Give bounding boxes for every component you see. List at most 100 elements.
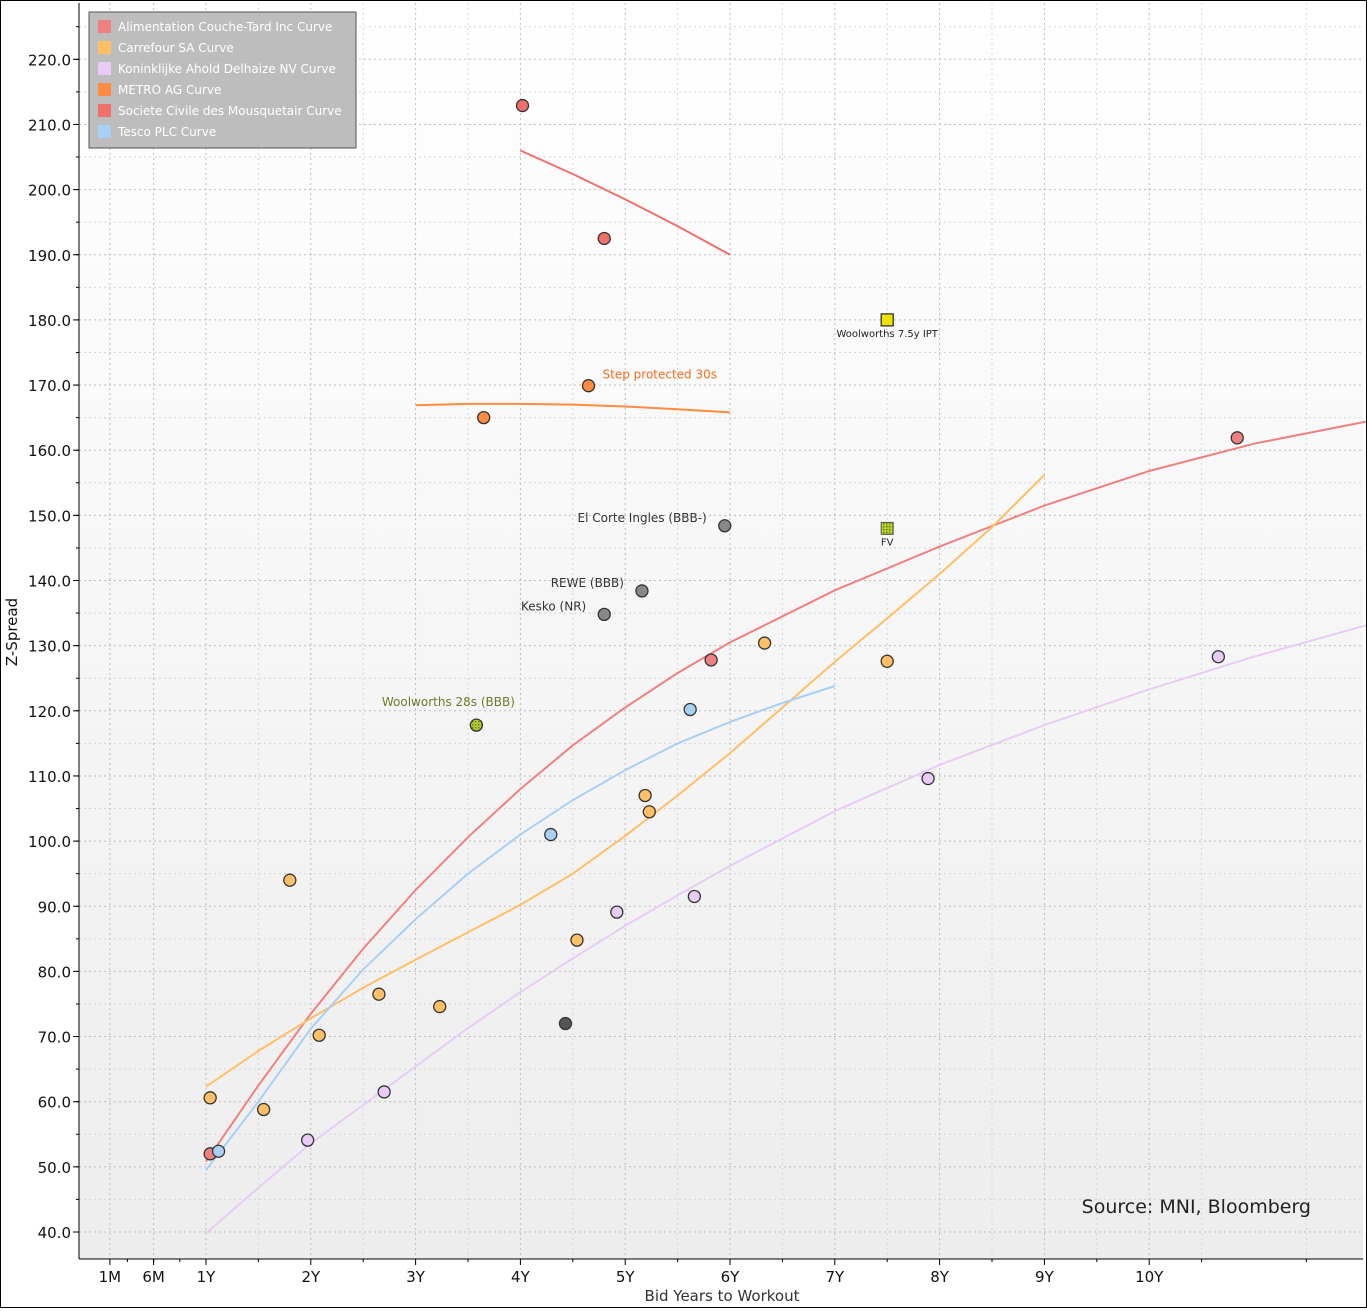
y-tick-label: 160.0 <box>28 442 71 460</box>
curve-series-4 <box>415 402 731 414</box>
label-peer: REWE (BBB) <box>551 576 624 590</box>
point-peer <box>597 607 611 622</box>
x-tick-label: 5Y <box>616 1268 636 1286</box>
legend-swatch <box>98 83 111 96</box>
y-tick-label: 130.0 <box>28 638 71 656</box>
axes: 40.0 50.0 60.0 70.0 80.0 90.0 100.0 110.0 120.0 1… <box>28 3 1363 1286</box>
point-series-3 <box>301 1133 315 1147</box>
y-tick-label: 190.0 <box>28 247 71 265</box>
point-woolworths-28s <box>469 718 484 732</box>
label-fv: FV <box>881 537 894 548</box>
legend-swatch <box>98 20 111 33</box>
x-axis-title: Bid Years to Workout <box>645 1287 800 1305</box>
label-woolworths-ipt: Woolworths 7.5y IPT <box>836 329 938 340</box>
curve-series-6 <box>205 685 836 1171</box>
y-tick-label: 220.0 <box>28 51 71 69</box>
y-tick-label: 50.0 <box>38 1159 71 1177</box>
legend-label: Societe Civile des Mousquetair Curve <box>118 104 342 118</box>
point-series-2 <box>372 987 386 1001</box>
x-tick-label: 1Y <box>197 1268 217 1286</box>
y-tick-label: 90.0 <box>38 898 71 916</box>
y-tick-label: 150.0 <box>28 507 71 525</box>
curve-series-5 <box>519 149 731 256</box>
x-tick-label: 7Y <box>825 1268 845 1286</box>
label-woolworths-28s: Woolworths 28s (BBB) <box>382 695 515 709</box>
point-series-2 <box>312 1028 326 1042</box>
label-peer: El Corte Ingles (BBB-) <box>578 511 707 525</box>
x-tick-label: 4Y <box>511 1268 531 1286</box>
legend-label: Alimentation Couche-Tard Inc Curve <box>118 20 332 34</box>
y-tick-label: 120.0 <box>28 703 71 721</box>
x-tick-label: 2Y <box>301 1268 321 1286</box>
source-note: Source: MNI, Bloomberg <box>1082 1196 1311 1218</box>
legend: Alimentation Couche-Tard Inc Curve Carref… <box>88 11 357 149</box>
point-series-3 <box>610 905 624 919</box>
point-series-6 <box>544 827 558 842</box>
y-tick-label: 100.0 <box>28 833 71 851</box>
point-series-2 <box>283 873 297 887</box>
data-points: Kesko (NR) REWE (BBB) El Corte Ingles (BBB… <box>203 98 1244 1161</box>
x-tick-label: 10Y <box>1135 1268 1164 1286</box>
point-series-2 <box>757 636 772 650</box>
x-tick-label: 8Y <box>930 1268 950 1286</box>
point-series-2 <box>642 805 656 819</box>
legend-swatch <box>98 62 111 75</box>
y-tick-label: 40.0 <box>38 1224 71 1242</box>
y-tick-label: 200.0 <box>28 182 71 200</box>
legend-label: METRO AG Curve <box>118 83 221 97</box>
y-tick-label: 110.0 <box>28 768 71 786</box>
label-peer: Kesko (NR) <box>521 599 586 613</box>
point-series-5 <box>597 231 611 246</box>
point-series-2 <box>203 1091 217 1105</box>
point-series-2 <box>256 1102 271 1117</box>
curve-series-1 <box>205 420 1367 1163</box>
point-peer <box>635 584 649 598</box>
legend-swatch <box>98 104 111 117</box>
point-series-4 <box>581 379 596 393</box>
legend-label: Carrefour SA Curve <box>118 41 234 55</box>
annotation-step-protected: Step protected 30s <box>603 368 718 382</box>
point-series-3 <box>377 1085 391 1099</box>
x-tick-label: 1M <box>99 1268 122 1286</box>
point-series-3 <box>921 771 935 786</box>
point-series-2 <box>880 654 894 668</box>
marker-woolworths-ipt <box>880 313 894 327</box>
point-series-3 <box>1211 650 1226 664</box>
point-series-2 <box>570 933 584 947</box>
point-series-6 <box>211 1144 226 1158</box>
y-tick-label: 80.0 <box>38 963 71 981</box>
point-series-5 <box>515 98 530 113</box>
point-series-6 <box>683 702 697 717</box>
x-tick-label: 6Y <box>721 1268 741 1286</box>
point-series-3 <box>687 889 702 904</box>
x-tick-label: 3Y <box>406 1268 426 1286</box>
point-peer <box>558 1016 573 1031</box>
point-peer <box>718 519 732 533</box>
fit-curves <box>205 149 1367 1235</box>
legend-swatch <box>98 125 111 138</box>
legend-box <box>88 11 357 149</box>
point-series-2 <box>433 999 447 1014</box>
legend-label: Tesco PLC Curve <box>117 125 216 139</box>
plot-background <box>79 3 1363 1259</box>
legend-swatch <box>98 41 111 54</box>
y-tick-label: 170.0 <box>28 377 71 395</box>
x-tick-label: 6M <box>142 1268 165 1286</box>
x-tick-label: 9Y <box>1035 1268 1055 1286</box>
y-tick-label: 210.0 <box>28 116 71 134</box>
point-series-1 <box>1230 431 1244 445</box>
marker-fv <box>880 521 894 535</box>
curve-series-2 <box>205 474 1046 1088</box>
y-tick-label: 70.0 <box>38 1029 71 1047</box>
point-series-1 <box>704 653 718 667</box>
y-tick-label: 180.0 <box>28 312 71 330</box>
point-series-2 <box>638 788 652 803</box>
y-tick-label: 140.0 <box>28 573 71 591</box>
curve-series-3 <box>205 624 1367 1235</box>
y-tick-label: 60.0 <box>38 1094 71 1112</box>
y-axis-title: Z-Spread <box>3 598 21 666</box>
point-series-4 <box>477 410 491 425</box>
legend-label: Koninklijke Ahold Delhaize NV Curve <box>118 62 336 76</box>
